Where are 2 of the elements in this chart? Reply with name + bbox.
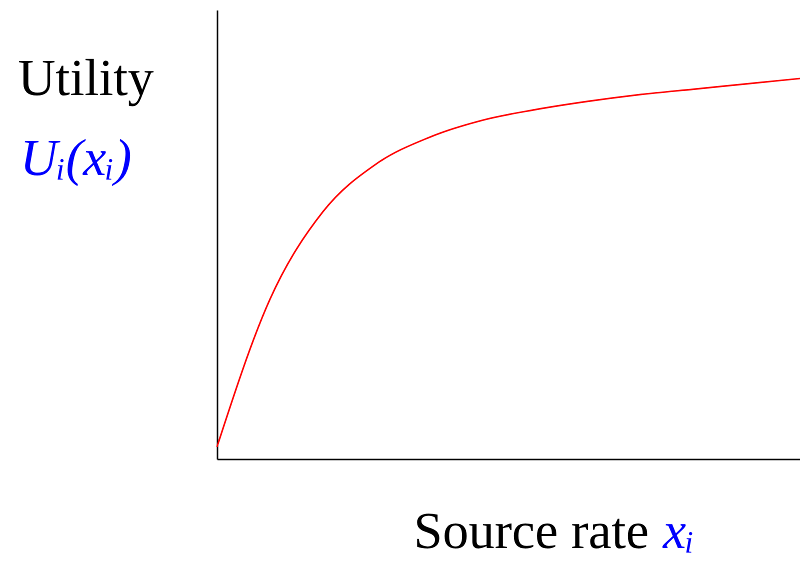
x-axis-title: Source rate xᵢ: [414, 503, 694, 560]
y-axis-title: Utility Uᵢ(xᵢ): [18, 50, 154, 187]
